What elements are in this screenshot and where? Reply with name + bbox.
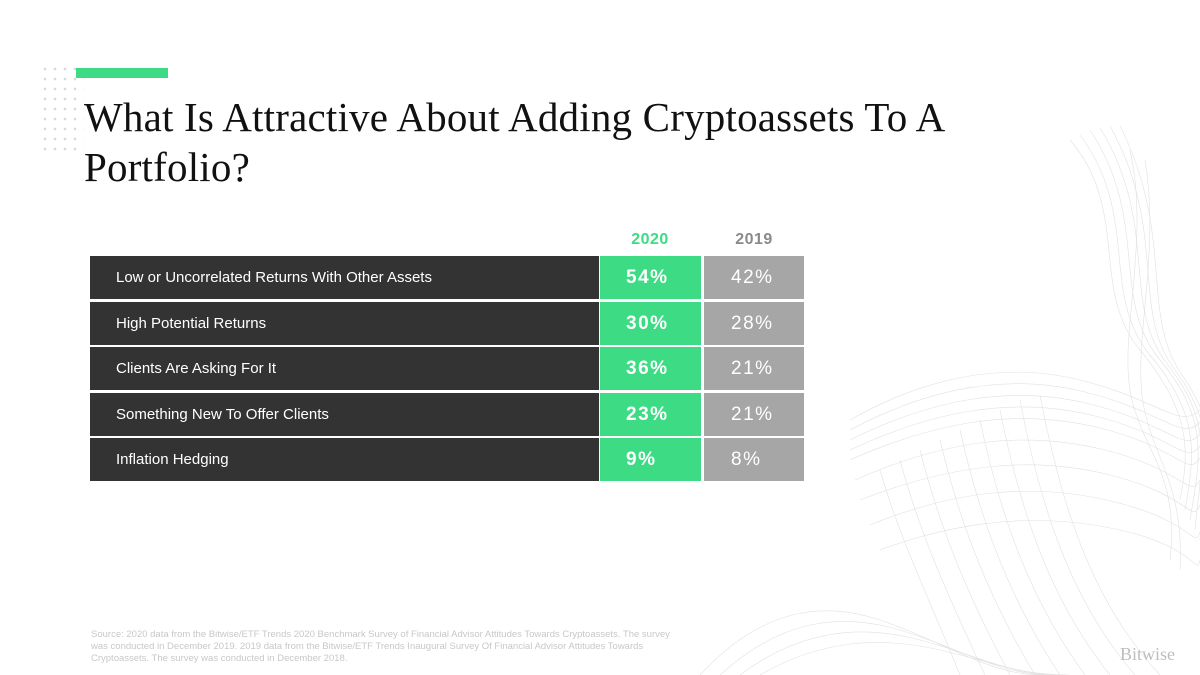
column-header-2019: 2019: [735, 231, 773, 248]
row-label: Low or Uncorrelated Returns With Other A…: [90, 256, 599, 299]
bitwise-logo: Bitwise: [1120, 644, 1176, 664]
table-row: Low or Uncorrelated Returns With Other A…: [90, 256, 804, 299]
table-row: Inflation Hedging 9% 8%: [90, 438, 804, 481]
value-2019: 21%: [704, 392, 804, 436]
value-2019: 42%: [704, 256, 804, 299]
value-2020: 30%: [600, 301, 701, 345]
decorative-dot-grid: [40, 64, 84, 156]
value-2019: 8%: [704, 438, 804, 481]
table-row: High Potential Returns 30% 28%: [90, 301, 804, 345]
accent-bar: [76, 68, 168, 78]
page-title: What Is Attractive About Adding Cryptoas…: [84, 94, 944, 190]
row-label: High Potential Returns: [90, 301, 599, 345]
value-2020: 36%: [600, 347, 701, 390]
value-2020: 23%: [600, 392, 701, 436]
survey-table: Low or Uncorrelated Returns With Other A…: [90, 256, 804, 484]
row-label: Inflation Hedging: [90, 438, 599, 481]
value-2019: 28%: [704, 301, 804, 345]
column-header-2020: 2020: [631, 231, 669, 248]
table-row: Something New To Offer Clients 23% 21%: [90, 392, 804, 436]
row-label: Clients Are Asking For It: [90, 347, 599, 390]
row-label: Something New To Offer Clients: [90, 392, 599, 436]
source-note: Source: 2020 data from the Bitwise/ETF T…: [91, 629, 670, 664]
value-2020: 54%: [600, 256, 701, 299]
table-row: Clients Are Asking For It 36% 21%: [90, 347, 804, 390]
value-2019: 21%: [704, 347, 804, 390]
value-2020: 9%: [600, 438, 701, 481]
